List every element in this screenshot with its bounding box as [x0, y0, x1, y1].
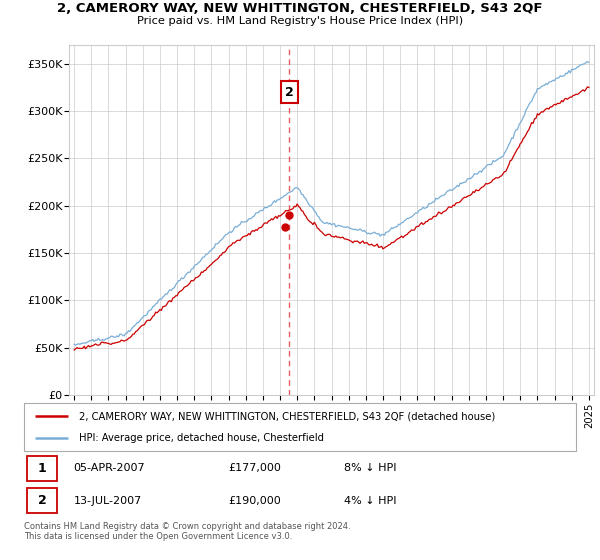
FancyBboxPatch shape — [27, 456, 57, 480]
Text: Price paid vs. HM Land Registry's House Price Index (HPI): Price paid vs. HM Land Registry's House … — [137, 16, 463, 26]
Text: HPI: Average price, detached house, Chesterfield: HPI: Average price, detached house, Ches… — [79, 433, 324, 443]
Text: 8% ↓ HPI: 8% ↓ HPI — [344, 464, 397, 473]
Text: £190,000: £190,000 — [228, 496, 281, 506]
FancyBboxPatch shape — [24, 403, 576, 451]
Text: 2, CAMERORY WAY, NEW WHITTINGTON, CHESTERFIELD, S43 2QF: 2, CAMERORY WAY, NEW WHITTINGTON, CHESTE… — [57, 2, 543, 15]
Text: 13-JUL-2007: 13-JUL-2007 — [74, 496, 142, 506]
Text: 4% ↓ HPI: 4% ↓ HPI — [344, 496, 397, 506]
Text: 1: 1 — [38, 462, 46, 475]
Text: £177,000: £177,000 — [228, 464, 281, 473]
FancyBboxPatch shape — [27, 488, 57, 513]
Text: 05-APR-2007: 05-APR-2007 — [74, 464, 145, 473]
Text: 2: 2 — [38, 494, 46, 507]
Text: 2, CAMERORY WAY, NEW WHITTINGTON, CHESTERFIELD, S43 2QF (detached house): 2, CAMERORY WAY, NEW WHITTINGTON, CHESTE… — [79, 411, 496, 421]
Text: Contains HM Land Registry data © Crown copyright and database right 2024.
This d: Contains HM Land Registry data © Crown c… — [24, 522, 350, 542]
Text: 2: 2 — [285, 86, 293, 99]
